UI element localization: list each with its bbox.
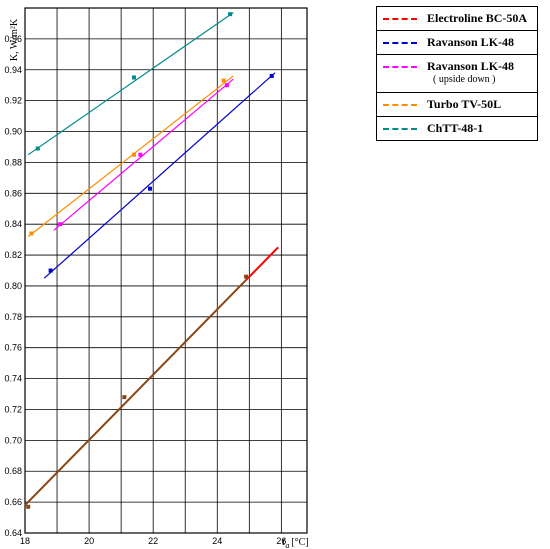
legend-swatch (383, 128, 417, 130)
legend: Electroline BC-50A Ravanson LK-48 Ravanson… (376, 6, 538, 141)
y-tick-label: 0.86 (4, 188, 22, 198)
y-axis-label: K, W/m²K (9, 18, 20, 61)
grid (24, 7, 308, 534)
x-tick-label: 20 (84, 536, 94, 546)
x-tick-label: 18 (20, 536, 30, 546)
y-tick-label: 0.88 (4, 157, 22, 167)
data-point (131, 75, 136, 80)
y-tick-label: 0.66 (4, 497, 22, 507)
y-tick-label: 0.72 (4, 404, 22, 414)
data-point (58, 222, 63, 227)
x-tick-label: 24 (212, 536, 222, 546)
plot-frame (24, 7, 308, 534)
legend-label: Ravanson LK-48 (427, 35, 515, 49)
data-point (122, 395, 127, 400)
fit-line (27, 75, 234, 238)
y-tick-label: 0.74 (4, 374, 22, 384)
fit-line (27, 12, 234, 156)
data-point (48, 268, 53, 273)
x-tick-label: 22 (148, 536, 158, 546)
y-tick-label: 0.68 (4, 466, 22, 476)
fit-lines (24, 12, 279, 506)
y-tick-label: 0.96 (4, 34, 22, 44)
y-tick-label: 0.94 (4, 65, 22, 75)
legend-sublabel: ( upside down ) (433, 74, 496, 85)
data-point (29, 231, 34, 236)
legend-item: Ravanson LK-48( upside down ) (377, 54, 537, 92)
x-axis-symbol: t (282, 534, 286, 548)
data-point (35, 146, 40, 151)
data-point (138, 152, 143, 157)
legend-item: Electroline BC-50A (377, 7, 537, 30)
x-axis-unit: [°C] (291, 537, 308, 548)
y-tick-label: 0.80 (4, 281, 22, 291)
fit-line (53, 78, 234, 231)
y-tick-label: 0.84 (4, 219, 22, 229)
legend-label: ChTT-48-1 (427, 121, 484, 135)
y-tick-label: 0.78 (4, 312, 22, 322)
tick-labels: 0.64 0.66 0.68 0.70 0.72 0.74 0.76 0.78 0.80 0.82… (4, 34, 286, 546)
data-point (221, 78, 226, 83)
data-point (147, 186, 152, 191)
y-tick-label: 0.82 (4, 250, 22, 260)
fit-line (43, 72, 276, 279)
legend-label: Ravanson LK-48( upside down ) (427, 59, 515, 85)
legend-swatch (383, 104, 417, 106)
data-point (228, 12, 233, 17)
data-point (244, 274, 249, 279)
legend-item: Turbo TV-50L (377, 92, 537, 116)
fit-line (24, 279, 247, 506)
y-tick-label: 0.70 (4, 435, 22, 445)
legend-item: Ravanson LK-48 (377, 30, 537, 54)
y-tick-label: 0.92 (4, 96, 22, 106)
data-point (224, 83, 229, 88)
data-point (131, 152, 136, 157)
legend-swatch (383, 66, 417, 68)
data-point (269, 73, 274, 78)
legend-item: ChTT-48-1 (377, 116, 537, 140)
data-point (26, 504, 31, 509)
x-axis-label: ta [°C] (282, 534, 309, 549)
x-tick-label: 26 (276, 536, 286, 546)
legend-label: Electroline BC-50A (427, 11, 528, 25)
y-tick-label: 0.90 (4, 127, 22, 137)
legend-swatch (383, 18, 417, 20)
x-axis-subscript: a (285, 541, 289, 549)
fit-line (245, 246, 279, 281)
legend-label: Turbo TV-50L (427, 97, 502, 111)
legend-swatch (383, 42, 417, 44)
y-tick-label: 0.64 (4, 528, 22, 538)
data-points (26, 12, 274, 509)
y-tick-label: 0.76 (4, 343, 22, 353)
